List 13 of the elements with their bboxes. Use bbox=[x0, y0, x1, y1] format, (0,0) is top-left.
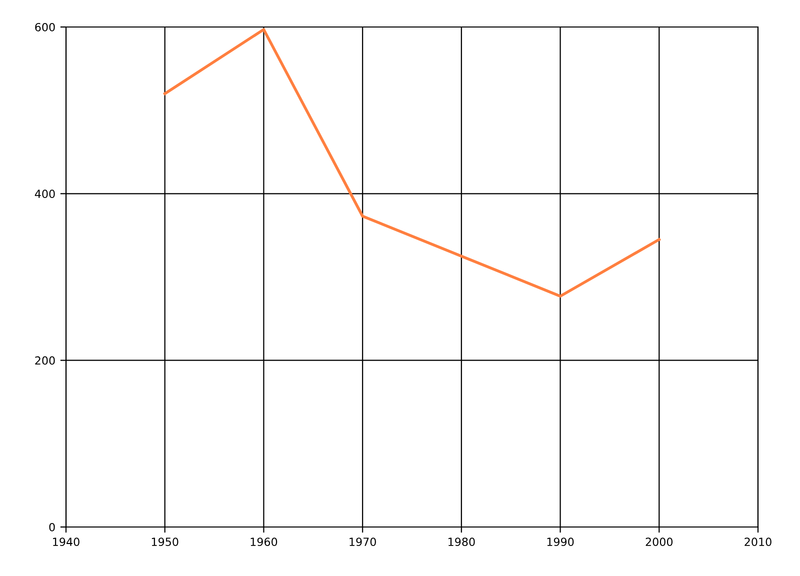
y-tick-label: 600 bbox=[35, 22, 55, 32]
x-tick-label: 1970 bbox=[350, 538, 376, 546]
y-tick-label: 0 bbox=[49, 522, 55, 532]
y-tick-label: 400 bbox=[34, 190, 55, 198]
x-tick-label: 1980 bbox=[448, 538, 475, 546]
x-tick-label: 1990 bbox=[547, 538, 574, 546]
x-tick-label: 2010 bbox=[744, 538, 772, 546]
x-tick-label: 1940 bbox=[53, 538, 80, 546]
x-tick-label: 1950 bbox=[152, 538, 178, 546]
y-tick-label: 200 bbox=[35, 356, 55, 365]
x-tick-label: 2000 bbox=[646, 538, 673, 546]
x-tick-label: 1960 bbox=[250, 538, 278, 546]
line-series bbox=[163, 28, 661, 298]
